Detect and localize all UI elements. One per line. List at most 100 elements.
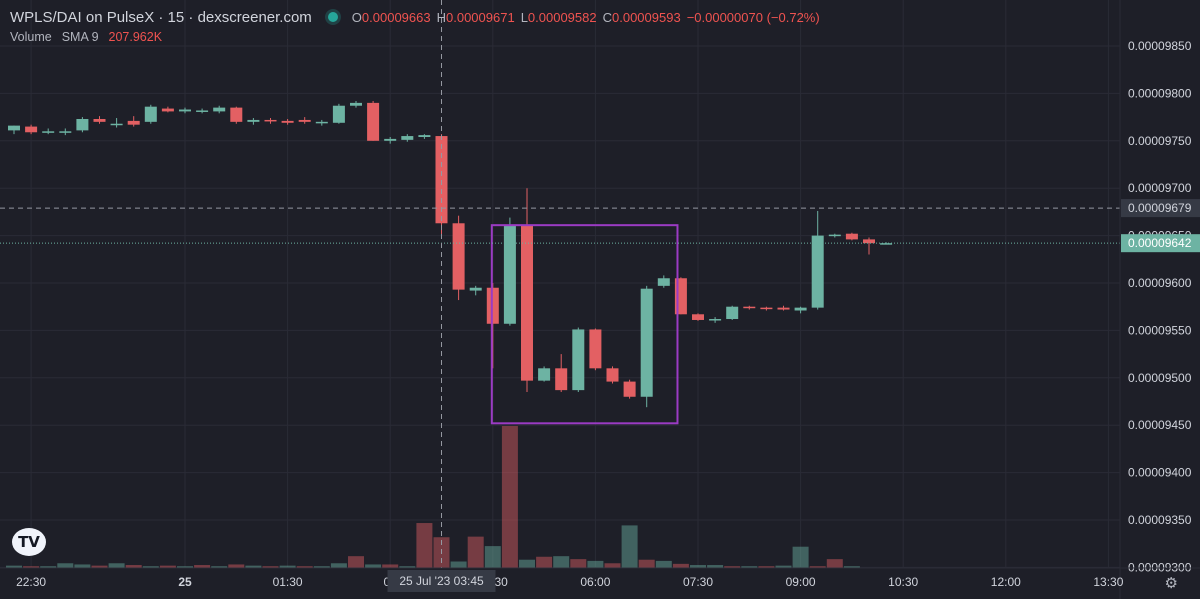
candle-body[interactable]	[743, 306, 756, 309]
time-tick-label: 01:30	[273, 575, 303, 589]
candle-body[interactable]	[298, 119, 311, 122]
volume-label[interactable]: Volume	[10, 30, 52, 44]
price-tick-label: 0.00009750	[1128, 134, 1192, 148]
candle-body[interactable]	[332, 105, 345, 123]
candle-body[interactable]	[350, 102, 362, 106]
time-tick-label: 12:00	[991, 575, 1021, 589]
volume-bar	[194, 565, 211, 568]
candle-body[interactable]	[469, 287, 482, 291]
volume-bar	[587, 560, 604, 568]
candle-body[interactable]	[161, 108, 174, 112]
candle-body[interactable]	[606, 368, 619, 382]
candle-body[interactable]	[777, 307, 790, 310]
close-value: 0.00009593	[612, 9, 681, 25]
candle-body[interactable]	[435, 136, 448, 224]
candle-body[interactable]	[144, 106, 157, 122]
symbol-title[interactable]: WPLS/DAI on PulseX · 15 · dexscreener.co…	[10, 8, 312, 26]
candle-body[interactable]	[657, 278, 670, 286]
volume-bar	[519, 559, 535, 568]
high-key: H	[436, 9, 446, 25]
volume-value: 207.962K	[108, 30, 163, 44]
candle-body[interactable]	[572, 329, 585, 391]
candle-body[interactable]	[213, 107, 226, 112]
candle-body[interactable]	[692, 314, 704, 320]
candle-body[interactable]	[709, 319, 722, 321]
candle-body[interactable]	[811, 235, 824, 308]
candle-body[interactable]	[247, 119, 260, 122]
candle-body[interactable]	[315, 121, 328, 124]
volume-bar	[40, 566, 57, 568]
tradingview-logo-icon[interactable]: TV	[12, 528, 46, 556]
price-tick-label: 0.00009300	[1128, 560, 1192, 574]
volume-bar	[758, 566, 775, 568]
candle-body[interactable]	[8, 125, 20, 131]
candle-body[interactable]	[401, 136, 414, 140]
candle-body[interactable]	[281, 120, 294, 123]
volume-bar	[382, 564, 399, 568]
candle-body[interactable]	[880, 243, 893, 245]
candle-body[interactable]	[555, 368, 568, 391]
candle-body[interactable]	[418, 135, 431, 138]
volume-bar	[843, 566, 860, 568]
candle-body[interactable]	[127, 120, 140, 125]
time-tick-label: 22:30	[16, 575, 46, 589]
volume-bar	[330, 563, 347, 568]
candle-body[interactable]	[521, 225, 533, 381]
candle-body[interactable]	[538, 368, 551, 381]
candle-body[interactable]	[726, 306, 739, 320]
candle-body[interactable]	[640, 288, 653, 397]
volume-bar	[57, 563, 74, 568]
volume-bar	[553, 556, 570, 568]
price-tick-label: 0.00009550	[1128, 323, 1192, 337]
candle-body[interactable]	[760, 307, 773, 310]
candle-body[interactable]	[845, 233, 858, 240]
candle-body[interactable]	[196, 110, 209, 112]
candle-body[interactable]	[367, 102, 380, 141]
last-price-label: 0.00009642	[1128, 236, 1192, 250]
candle-body[interactable]	[59, 131, 72, 133]
volume-bar	[245, 565, 262, 568]
candle-body[interactable]	[110, 123, 123, 126]
candle-body[interactable]	[623, 381, 636, 397]
volume-bar	[604, 563, 621, 568]
volume-bar	[23, 566, 40, 568]
volume-bar	[775, 565, 792, 568]
price-tick-label: 0.00009700	[1128, 181, 1192, 195]
selection-rectangle[interactable]	[490, 224, 679, 425]
price-tick-label: 0.00009400	[1128, 466, 1192, 480]
volume-bar	[142, 566, 159, 568]
candle-body[interactable]	[42, 131, 55, 133]
crosshair-time-label: 25 Jul '23 03:45	[399, 574, 484, 588]
candle-body[interactable]	[452, 223, 465, 290]
candle-body[interactable]	[76, 118, 89, 131]
volume-bar	[809, 566, 826, 568]
candle-body[interactable]	[794, 307, 807, 311]
candle-body[interactable]	[179, 109, 191, 112]
time-tick-label: 07:30	[683, 575, 713, 589]
open-value: 0.00009663	[361, 9, 431, 25]
volume-legend: Volume SMA 9 207.962K	[10, 30, 162, 44]
volume-bar	[365, 564, 382, 568]
candle-body[interactable]	[503, 225, 516, 324]
candle-body[interactable]	[863, 239, 875, 244]
volume-bar	[279, 565, 296, 568]
gear-icon[interactable]: ⚙	[1164, 575, 1178, 592]
volume-bar	[792, 546, 809, 568]
candle-body[interactable]	[25, 126, 38, 133]
candle-body[interactable]	[230, 107, 243, 122]
time-tick-label: 13:30	[1093, 575, 1123, 589]
candle-body[interactable]	[828, 234, 841, 237]
volume-bar	[348, 556, 364, 568]
crosshair-price-tag	[1121, 199, 1200, 218]
candle-body[interactable]	[93, 118, 106, 122]
price-tick-label: 0.00009850	[1128, 39, 1192, 53]
volume-bar	[724, 566, 741, 568]
candle-body[interactable]	[589, 329, 602, 369]
last-price-tag	[1121, 234, 1200, 253]
ohlc-legend: O0.00009663 H0.00009671 L0.00009582 C0.0…	[352, 10, 820, 25]
candle-body[interactable]	[264, 119, 277, 122]
volume-bar	[262, 566, 279, 568]
candle-body[interactable]	[384, 138, 397, 141]
price-tick-label: 0.00009450	[1128, 418, 1192, 432]
